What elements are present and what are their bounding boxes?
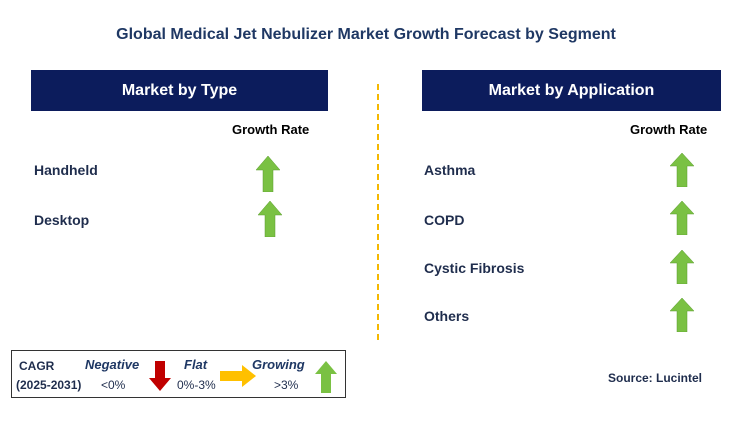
page-title: Global Medical Jet Nebulizer Market Grow…: [116, 26, 616, 43]
up-arrow-icon: [670, 153, 694, 187]
up-arrow-icon: [670, 201, 694, 235]
legend-cagr-label: CAGR: [19, 359, 55, 373]
up-arrow-icon: [315, 361, 337, 393]
type-row-label-handheld: Handheld: [34, 162, 98, 178]
legend-flat-range: 0%-3%: [177, 378, 216, 392]
type-growth-rate-label: Growth Rate: [232, 122, 310, 137]
panel-divider: [377, 84, 379, 340]
up-arrow-icon: [256, 156, 280, 192]
cagr-legend: CAGR (2025-2031) Negative <0% Flat 0%-3%…: [11, 350, 346, 398]
right-arrow-icon: [220, 365, 256, 387]
legend-growing-label: Growing: [252, 357, 305, 372]
application-row-label-asthma: Asthma: [424, 162, 476, 178]
legend-negative-label: Negative: [85, 357, 140, 372]
legend-growing-range: >3%: [274, 378, 299, 392]
application-growth-rate-label: Growth Rate: [630, 122, 708, 137]
up-arrow-icon: [670, 250, 694, 284]
application-row-label-copd: COPD: [424, 212, 465, 228]
up-arrow-icon: [258, 201, 282, 237]
legend-period: (2025-2031): [16, 378, 82, 392]
application-row-label-others: Others: [424, 308, 470, 324]
legend-negative-range: <0%: [101, 378, 126, 392]
up-arrow-icon: [670, 298, 694, 332]
legend-flat-label: Flat: [184, 357, 208, 372]
type-row-label-desktop: Desktop: [34, 212, 90, 228]
source-label: Source: Lucintel: [608, 371, 703, 385]
market-by-application-header: Market by Application: [422, 70, 721, 111]
application-row-label-cystic-fibrosis: Cystic Fibrosis: [424, 260, 525, 276]
market-by-type-header: Market by Type: [31, 70, 328, 111]
down-arrow-icon: [149, 361, 171, 391]
